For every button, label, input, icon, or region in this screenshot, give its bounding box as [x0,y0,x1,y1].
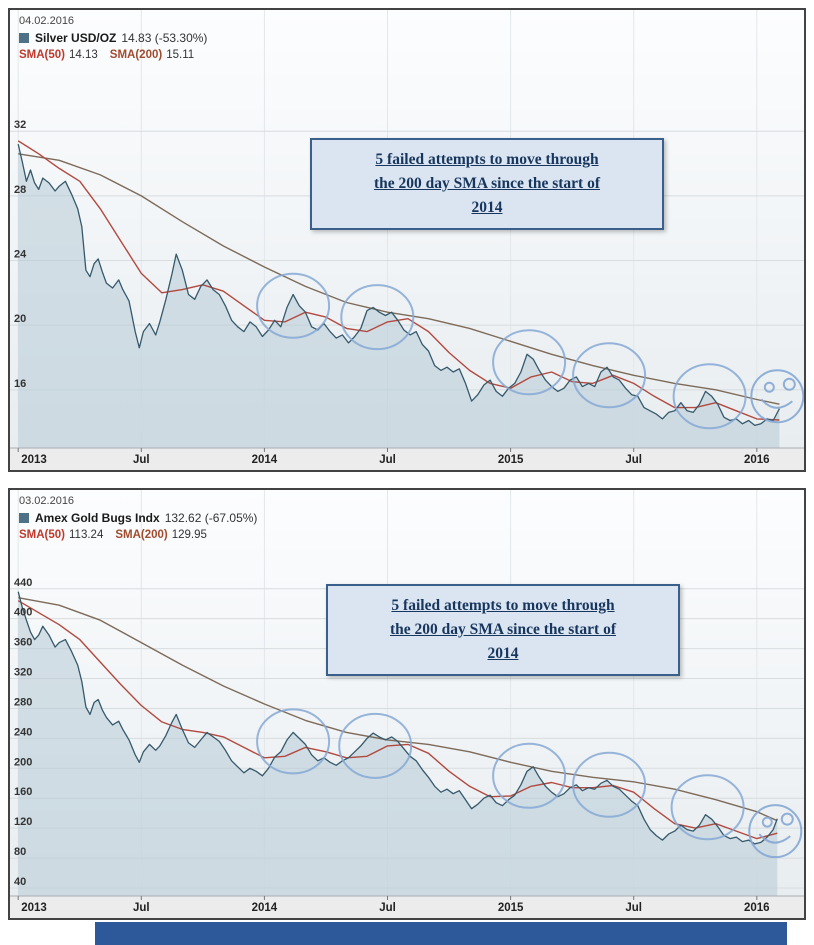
gold-bugs-chart-canvas: 40 80 120 160 200 240 280 320 360 400 440 2013 Jul 20… [10,490,804,918]
y-axis-label: 400 [14,607,32,619]
failed-attempt-circle [492,742,567,809]
x-axis-label: Jul [625,454,642,466]
smiley-face [748,804,803,859]
failed-attempt-circle [672,363,747,430]
instrument-row: Amex Gold Bugs Indx 132.62 (-67.05%) [19,511,257,525]
gold-bugs-chart-panel: 40 80 120 160 200 240 280 320 360 400 440 2013 Jul 20… [8,488,806,920]
silver-chart-canvas: 16 20 24 28 32 2013 Jul 2014 Jul 2015 Jul 2016 [10,10,804,470]
chart-date: 03.02.2016 [19,495,75,507]
sma50-label: SMA(50) [19,529,66,541]
price-line [17,591,778,845]
sma-legend-row: SMA(50) 113.24 SMA(200) 129.95 [19,529,257,541]
y-axis-label: 28 [14,184,26,196]
failed-attempt-circle [572,751,647,818]
chart-header: 04.02.2016 Silver USD/OZ 14.83 (-53.30%) … [19,15,207,61]
x-axis-label: Jul [379,454,396,466]
annotation-line: 5 failed attempts to move through [375,151,599,168]
x-axis-label: 2016 [744,902,770,914]
sma200-label: SMA(200) [109,49,163,61]
y-axis-label: 320 [14,667,32,679]
y-axis-label: 240 [14,726,32,738]
y-axis-label: 440 [14,577,32,589]
x-axis-label: Jul [625,902,642,914]
failed-attempt-circle [340,284,415,351]
sma50-line [17,600,778,840]
chart-header: 03.02.2016 Amex Gold Bugs Indx 132.62 (-6… [19,495,257,541]
instrument-row: Silver USD/OZ 14.83 (-53.30%) [19,31,207,45]
price-area [18,144,780,448]
x-axis-label: 2014 [252,902,278,914]
sma-legend-row: SMA(50) 14.13 SMA(200) 15.11 [19,49,207,61]
series-color-swatch-icon [19,33,29,43]
annotation-line: 2014 [471,199,503,217]
x-axis-strip [10,896,804,918]
sma50-value: 14.13 [69,49,98,61]
y-axis-label: 16 [14,378,26,390]
sma50-label: SMA(50) [19,49,66,61]
x-axis-label: Jul [133,454,150,466]
x-axis-label: 2015 [498,454,524,466]
failed-attempt-circle [256,708,331,775]
instrument-quote: 132.62 (-67.05%) [164,511,258,525]
annotation-callout: 5 failed attempts to move through the 20… [326,584,680,677]
instrument-name: Silver USD/OZ [35,31,117,45]
y-axis-label: 24 [14,249,27,261]
bottom-bar [95,922,787,945]
chart-date: 04.02.2016 [19,15,75,27]
annotation-callout: 5 failed attempts to move through the 20… [310,138,664,231]
price-area [18,591,778,896]
sma200-value: 129.95 [171,529,207,541]
silver-chart-panel: 16 20 24 28 32 2013 Jul 2014 Jul 2015 Jul 2016 04.0… [8,8,806,472]
failed-attempt-circle [256,272,331,339]
x-axis-label: 2016 [744,454,770,466]
x-axis-label: Jul [133,902,150,914]
instrument-name: Amex Gold Bugs Indx [35,511,160,525]
y-axis-label: 200 [14,756,32,768]
x-axis-label: Jul [379,902,396,914]
y-axis-label: 32 [14,119,26,131]
sma50-value: 113.24 [69,529,104,541]
y-axis-label: 40 [14,876,26,888]
smiley-face [750,369,804,424]
series-color-swatch-icon [19,513,29,523]
annotation-line: the 200 day SMA since the start of [373,175,601,193]
failed-attempt-circle [572,342,647,409]
x-axis-label: 2015 [498,902,524,914]
x-axis-label: 2014 [252,454,278,466]
y-axis-label: 80 [14,846,26,858]
x-axis-label: 2013 [21,902,47,914]
x-axis-strip [10,448,804,470]
failed-attempt-circle [338,712,413,779]
annotation-line: 2014 [487,645,519,663]
sma200-value: 15.11 [166,49,195,61]
instrument-quote: 14.83 (-53.30%) [121,31,208,45]
failed-attempt-circle [670,774,745,841]
sma200-line [18,153,780,405]
failed-attempt-circle [492,329,567,396]
y-axis-label: 20 [14,313,26,325]
sma200-line [18,597,778,822]
annotation-line: 5 failed attempts to move through [391,597,615,614]
sma200-label: SMA(200) [115,529,168,541]
y-axis-label: 280 [14,696,32,708]
y-axis-label: 160 [14,786,32,798]
y-axis-label: 360 [14,637,32,649]
price-line [17,143,780,427]
x-axis-label: 2013 [21,454,47,466]
y-axis-label: 120 [14,816,32,828]
annotation-line: the 200 day SMA since the start of [389,621,617,639]
